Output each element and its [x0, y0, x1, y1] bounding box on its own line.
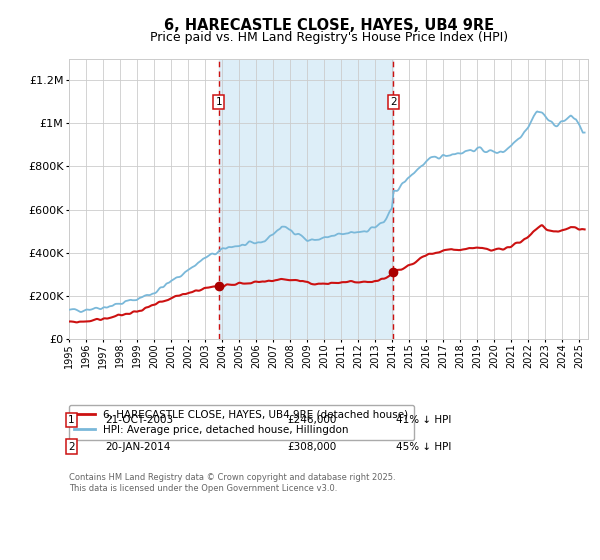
Text: 20-JAN-2014: 20-JAN-2014 — [106, 442, 171, 451]
Text: 1: 1 — [68, 415, 75, 425]
Text: 41% ↓ HPI: 41% ↓ HPI — [396, 415, 451, 425]
Text: 2: 2 — [68, 442, 75, 451]
Bar — [219, 59, 393, 339]
Legend: 6, HARECASTLE CLOSE, HAYES, UB4 9RE (detached house), HPI: Average price, detach: 6, HARECASTLE CLOSE, HAYES, UB4 9RE (det… — [69, 404, 414, 440]
Text: Contains HM Land Registry data © Crown copyright and database right 2025.
This d: Contains HM Land Registry data © Crown c… — [69, 473, 395, 493]
Text: 21-OCT-2003: 21-OCT-2003 — [106, 415, 173, 425]
Text: 2: 2 — [390, 97, 397, 107]
Text: 1: 1 — [215, 97, 222, 107]
Text: Price paid vs. HM Land Registry's House Price Index (HPI): Price paid vs. HM Land Registry's House … — [150, 31, 508, 44]
Text: 6, HARECASTLE CLOSE, HAYES, UB4 9RE: 6, HARECASTLE CLOSE, HAYES, UB4 9RE — [164, 18, 494, 33]
Text: 45% ↓ HPI: 45% ↓ HPI — [396, 442, 451, 451]
Text: £246,000: £246,000 — [287, 415, 337, 425]
Text: £308,000: £308,000 — [287, 442, 336, 451]
